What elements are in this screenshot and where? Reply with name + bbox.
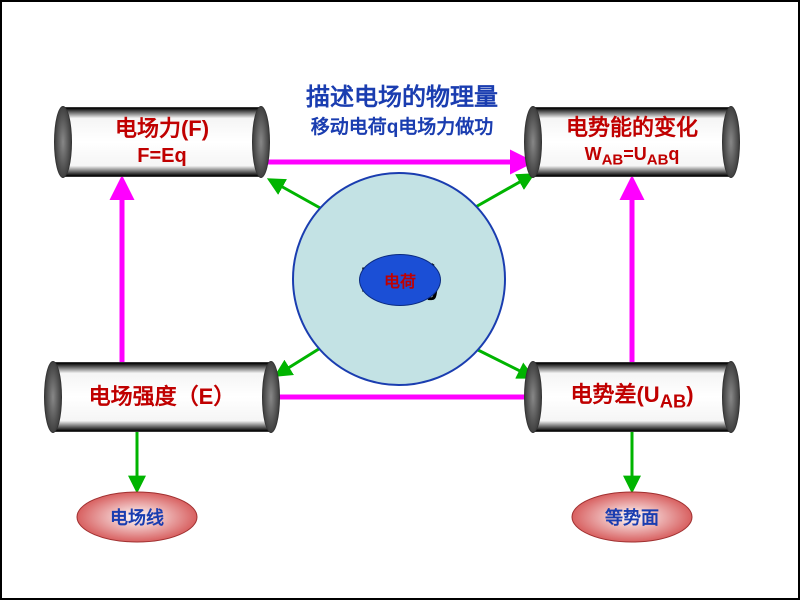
title-line1: 描述电场的物理量 [272,77,532,112]
node-field-force: 电场力(F) F=Eq [62,107,262,177]
title-line2: 移动电荷q电场力做功 [272,112,532,139]
node-field-force-label: 电场力(F) [115,115,209,144]
ellipse-equipotential: 等势面 [572,492,692,542]
node-field-intensity: 电场强度（E） [52,362,272,432]
center-charge-label: 电荷 [384,268,416,292]
ellipse-field-lines: 电场线 [77,492,197,542]
ellipse-field-lines-label: 电场线 [110,504,164,530]
node-potential-difference: 电势差(UAB) [532,362,732,432]
diagram-canvas: 描述电场的物理量 移动电荷q电场力做功 电场力(F) F=Eq 电势能的变化 W… [0,0,800,600]
ellipse-equipotential-label: 等势面 [605,504,659,530]
center-field-circle: 电 场 电荷 [292,172,506,386]
center-charge-ellipse: 电荷 [359,254,441,306]
node-field-force-formula: F=Eq [115,143,209,169]
node-field-intensity-label: 电场强度（E） [89,383,236,412]
diagram-title: 描述电场的物理量 移动电荷q电场力做功 [272,77,532,139]
node-potential-energy-formula: WAB=UABq [566,143,698,170]
node-potential-energy-label: 电势能的变化 [566,114,698,143]
node-potential-difference-label: 电势差(UAB) [570,381,693,413]
node-potential-energy-change: 电势能的变化 WAB=UABq [532,107,732,177]
